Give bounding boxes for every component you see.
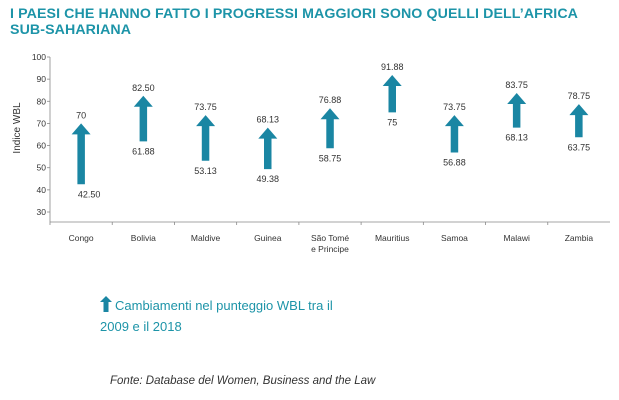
change-arrow xyxy=(569,104,589,138)
end-value-label: 91.88 xyxy=(381,62,404,72)
end-value-label: 78.75 xyxy=(568,91,591,101)
y-tick-label: 100 xyxy=(32,52,46,62)
start-value-label: 42.50 xyxy=(78,189,101,199)
end-value-label: 70 xyxy=(76,110,86,120)
x-tick-label: Zambia xyxy=(565,233,594,243)
x-tick-label: Guinea xyxy=(254,233,282,243)
x-tick-label: Congo xyxy=(69,233,94,243)
change-arrow xyxy=(258,127,278,170)
change-arrow xyxy=(444,115,464,153)
legend-label-line2: 2009 e il 2018 xyxy=(100,319,182,334)
x-tick-label: Maldive xyxy=(191,233,221,243)
start-value-label: 53.13 xyxy=(194,166,217,176)
end-value-label: 68.13 xyxy=(257,115,280,125)
y-tick-label: 40 xyxy=(37,185,47,195)
change-arrow xyxy=(196,115,216,161)
y-tick-label: 60 xyxy=(37,141,47,151)
x-tick-label: Bolivia xyxy=(131,233,156,243)
x-tick-label: e Principe xyxy=(311,244,349,254)
legend-label-line1: Cambiamenti nel punteggio WBL tra il xyxy=(115,298,333,313)
source-note: Fonte: Database del Women, Business and … xyxy=(110,375,376,387)
y-tick-label: 80 xyxy=(37,96,47,106)
start-value-label: 49.38 xyxy=(257,174,280,184)
start-value-label: 63.75 xyxy=(568,142,591,152)
end-value-label: 83.75 xyxy=(505,80,528,90)
legend: Cambiamenti nel punteggio WBL tra il 200… xyxy=(100,296,360,336)
y-tick-label: 90 xyxy=(37,74,47,84)
change-arrow xyxy=(320,108,340,149)
end-value-label: 73.75 xyxy=(194,102,217,112)
y-tick-label: 70 xyxy=(37,118,47,128)
change-arrow xyxy=(382,75,402,113)
start-value-label: 68.13 xyxy=(505,133,528,143)
x-tick-label: Samoa xyxy=(441,233,468,243)
x-tick-label: Mauritius xyxy=(375,233,409,243)
x-tick-label: Malawi xyxy=(503,233,530,243)
start-value-label: 58.75 xyxy=(319,153,342,163)
chart-svg: Indice WBL 30 40 50 60 70 80 90 100 Congo Bolivia… xyxy=(12,52,610,254)
up-arrow-icon xyxy=(100,296,112,317)
end-value-label: 73.75 xyxy=(443,102,466,112)
start-value-label: 56.88 xyxy=(443,157,466,167)
chart-title: I PAESI CHE HANNO FATTO I PROGRESSI MAGG… xyxy=(10,6,578,38)
change-arrow xyxy=(133,95,153,142)
x-tick-label: São Tomé xyxy=(311,233,349,243)
start-value-label: 75 xyxy=(387,117,397,127)
end-value-label: 76.88 xyxy=(319,95,342,105)
y-tick-label: 50 xyxy=(37,163,47,173)
change-arrow xyxy=(507,93,527,128)
y-tick-label: 30 xyxy=(37,207,47,217)
change-arrow xyxy=(71,123,91,185)
start-value-label: 61.88 xyxy=(132,146,155,156)
y-axis-label: Indice WBL xyxy=(12,102,23,154)
end-value-label: 82.50 xyxy=(132,83,155,93)
